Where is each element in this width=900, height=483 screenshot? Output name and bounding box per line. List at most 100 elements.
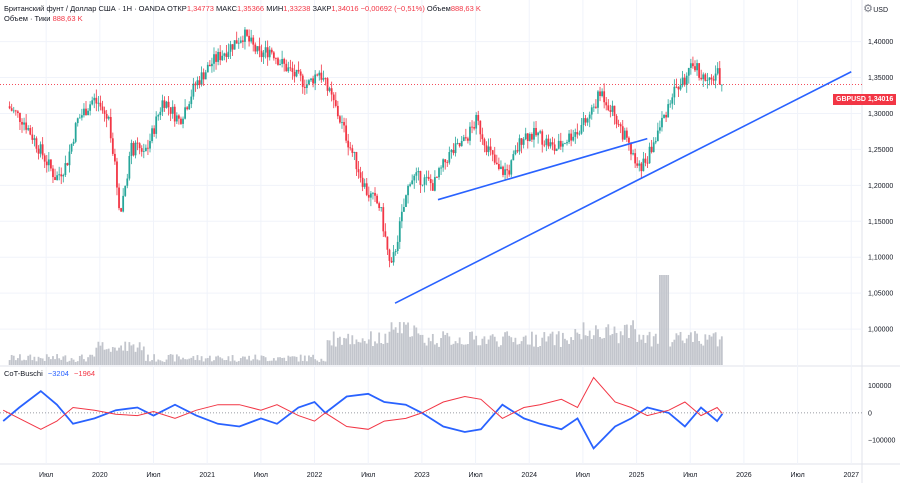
candles: [8, 26, 723, 268]
volume-bar: [423, 342, 426, 365]
volume-bar: [462, 344, 465, 365]
volume-bar: [266, 361, 269, 365]
candle-body: [363, 183, 366, 187]
candle-body: [153, 128, 156, 134]
volume-legend[interactable]: Объем · Тики 888,63 K: [4, 14, 83, 23]
volume-bar: [80, 354, 83, 365]
volume-bar: [246, 359, 248, 365]
symbol-title[interactable]: Британский фунт / Доллар США · 1Н · OAND…: [4, 4, 165, 13]
candle-body: [613, 105, 616, 116]
volume-bar: [710, 336, 713, 365]
volume-bar: [355, 339, 358, 365]
volume-bar: [646, 335, 649, 365]
volume-bar: [475, 335, 478, 365]
candle-body: [80, 115, 83, 118]
candle-body: [171, 106, 174, 114]
volume-bar: [70, 358, 73, 365]
gear-icon[interactable]: ⚙: [863, 3, 873, 15]
candle-body: [469, 126, 471, 141]
candle-body: [611, 105, 614, 112]
candle-body: [617, 124, 620, 125]
candle-body: [382, 207, 385, 232]
candle-body: [438, 168, 440, 178]
candle-body: [458, 142, 461, 147]
candle-body: [539, 131, 542, 133]
volume-bar: [237, 361, 240, 365]
volume-bar: [85, 361, 87, 365]
candle-body: [456, 142, 459, 144]
volume-bar: [696, 333, 698, 365]
volume-bar: [12, 355, 15, 365]
volume-value: 888,63 K: [450, 4, 481, 13]
candle-body: [272, 52, 275, 59]
volume-bar: [681, 340, 684, 365]
candle-body: [479, 120, 482, 135]
volume-bar: [66, 361, 69, 365]
volume-bar: [353, 344, 356, 365]
volume-bar: [531, 331, 533, 365]
volume-bar: [570, 337, 573, 365]
volume-bar: [101, 342, 104, 365]
volume-bar: [227, 356, 230, 365]
volume-bar: [502, 336, 504, 365]
candle-body: [365, 183, 368, 195]
oscillator-legend[interactable]: CoT-Buschi −3204 −1964: [4, 369, 95, 378]
candle-body: [400, 211, 403, 222]
volume-bar: [74, 361, 77, 365]
candle-body: [541, 131, 544, 145]
candle-body: [27, 128, 30, 130]
candle-body: [481, 134, 484, 140]
candle-body: [380, 207, 383, 209]
candle-body: [66, 163, 69, 166]
candle-body: [508, 170, 511, 175]
volume-bar: [450, 344, 453, 365]
candle-body: [551, 142, 554, 145]
candle-body: [68, 151, 71, 166]
volume-bar: [208, 355, 211, 365]
volume-bar: [689, 332, 692, 365]
volume-bar: [211, 361, 213, 365]
volume-bar: [54, 359, 56, 365]
candle-body: [720, 84, 723, 86]
candle-body: [708, 77, 711, 81]
candle-body: [590, 107, 593, 115]
volume-bar: [522, 336, 525, 365]
volume-bar: [667, 275, 670, 365]
candle-body: [574, 132, 577, 137]
volume-bar: [241, 356, 244, 365]
volume-bar: [403, 322, 405, 365]
volume-bar: [254, 354, 257, 365]
volume-bar: [310, 357, 312, 365]
candle-body: [396, 241, 399, 251]
currency-label[interactable]: USD: [873, 7, 888, 14]
volume-bar: [289, 356, 292, 365]
candle-body: [405, 195, 407, 208]
candle-body: [559, 140, 562, 147]
volume-bar: [314, 359, 317, 365]
candle-body: [303, 86, 306, 88]
candle-body: [473, 127, 476, 129]
volume-bar: [650, 346, 653, 365]
volume-bar: [198, 360, 201, 365]
candle-body: [372, 192, 374, 194]
volume-bar: [173, 361, 176, 365]
candle-body: [149, 141, 151, 149]
candle-body: [29, 128, 32, 135]
volume-bar: [485, 343, 488, 365]
volume-bar: [586, 335, 589, 365]
candle-body: [425, 176, 428, 178]
low-value: 1,33238: [283, 4, 311, 13]
volume-bar: [415, 327, 418, 365]
candle-body: [339, 116, 341, 123]
last-price-tag: GBPUSD 1,34016: [833, 94, 897, 105]
candle-body: [190, 96, 193, 105]
volume-bar: [578, 334, 581, 365]
price-tag-symbol: GBPUSD: [836, 96, 866, 103]
volume-bar: [200, 356, 203, 365]
x-tick-label: Июл: [146, 472, 160, 479]
y-tick-label: 1,30000: [868, 111, 893, 118]
volume-bar: [177, 356, 180, 365]
volume-bar: [495, 341, 498, 365]
candle-body: [10, 108, 13, 111]
